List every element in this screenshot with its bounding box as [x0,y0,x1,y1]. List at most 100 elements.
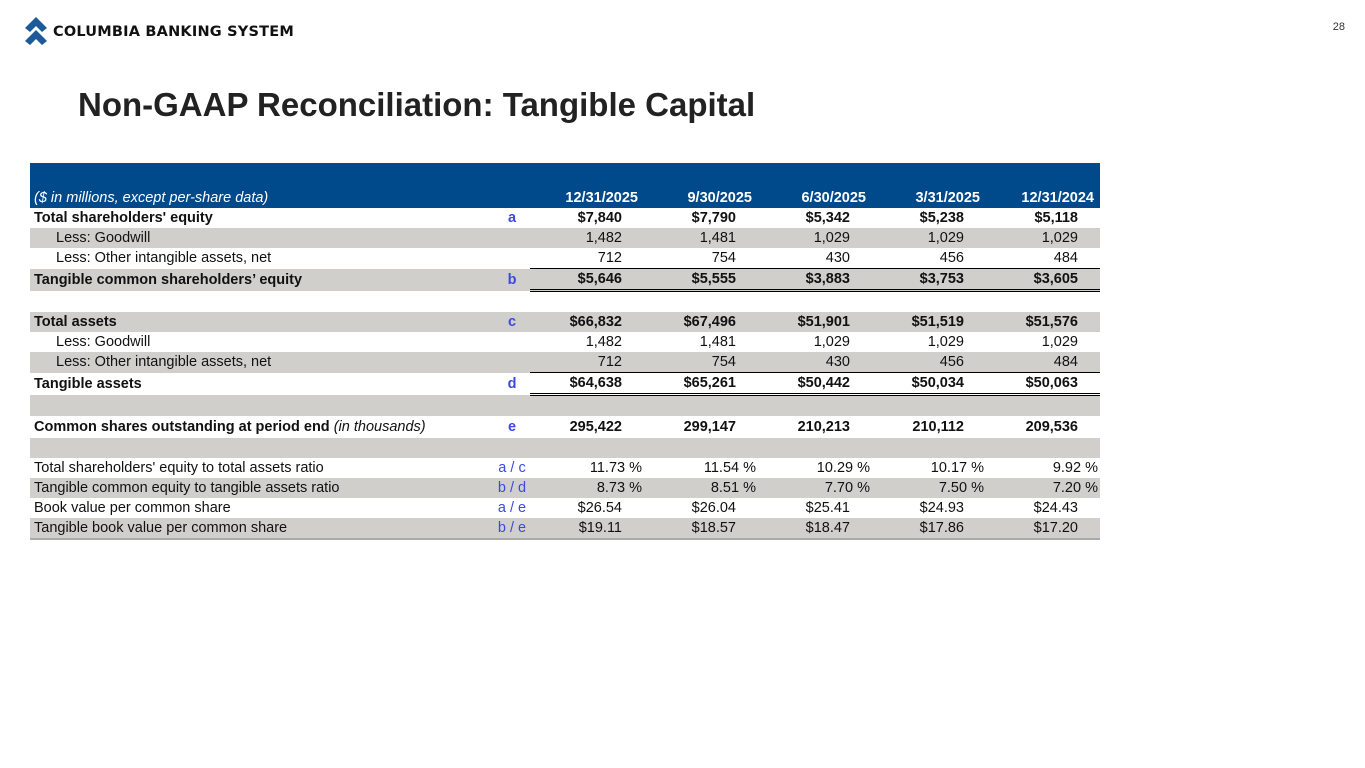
row-label: Tangible book value per common share [30,518,470,540]
spacer-row [30,291,1100,313]
value-cell: 295,422 [569,419,622,435]
value-cell: 7.50 % [872,478,986,498]
row-label: Less: Goodwill [30,332,470,352]
value-cell: $25.41 [805,500,850,516]
row-label: Tangible common shareholders’ equity [30,268,470,291]
column-header: 6/30/2025 [758,163,872,208]
table-row: Total assets c $66,832 $67,496 $51,901 $51,51… [30,312,1100,332]
row-label-text: Total assets [34,314,117,330]
row-key [470,352,530,373]
value-cell: $66,832 [530,312,644,332]
value-cell: $26.54 [577,500,622,516]
value-cell: 754 [644,352,758,373]
value-cell: $18.57 [644,518,758,540]
column-header: 12/31/2024 [986,163,1100,208]
value-cell: $5,646 [530,268,644,292]
value-cell: $3,753 [872,268,986,292]
row-key [470,228,530,248]
row-label: Less: Other intangible assets, net [30,352,470,373]
row-label: Total shareholders' equity [30,208,470,228]
row-key: a / c [498,460,526,476]
page-number: 28 [1332,21,1345,33]
value-cell: 430 [758,352,872,373]
header-row: ($ in millions, except per-share data) 1… [30,163,1100,208]
value-cell: 210,112 [912,419,964,435]
value-cell: $5,342 [805,210,850,226]
row-label: Less: Goodwill [30,228,470,248]
value-cell: $24.93 [919,500,964,516]
value-cell: $51,519 [872,312,986,332]
value-cell: $51,576 [986,312,1100,332]
column-header: 9/30/2025 [644,163,758,208]
value-cell: $7,840 [577,210,622,226]
table-row: Tangible common shareholders’ equity b $5,… [30,268,1100,292]
value-cell: 7.20 % [986,478,1100,498]
value-cell: 484 [1053,250,1078,266]
value-cell: $3,883 [758,268,872,292]
value-cell: 1,482 [585,334,622,350]
row-key: c [470,312,530,332]
value-cell: 456 [939,250,964,266]
value-cell: $50,063 [986,372,1100,396]
table-row: Total shareholders' equity to total asse… [30,458,1100,478]
table-row: Less: Other intangible assets, net 712 754… [30,352,1100,373]
table-row: Less: Goodwill 1,482 1,481 1,029 1,029 1,029 [30,228,1100,248]
row-label-text: Tangible assets [34,375,142,392]
row-key: e [507,419,517,435]
value-cell: $3,605 [986,268,1100,292]
value-cell: 7.70 % [758,478,872,498]
value-cell: $51,901 [758,312,872,332]
value-cell: 712 [530,352,644,373]
value-cell: 210,213 [797,419,850,435]
value-cell: $24.43 [1033,500,1078,516]
row-label: Tangible assets [30,373,470,395]
value-cell: $5,238 [919,210,964,226]
table-row: Tangible book value per common share b / … [30,518,1100,540]
row-label: Total assets [30,312,470,332]
value-cell: 1,029 [1041,334,1078,350]
row-label-text: Tangible book value per common share [34,520,288,536]
row-label-note: (in thousands) [333,419,426,435]
value-cell: 11.73 % [589,460,642,476]
row-label: Less: Other intangible assets, net [30,248,470,269]
row-key: a [507,210,517,226]
value-cell: 1,481 [644,228,758,248]
row-label-text: Less: Goodwill [56,230,151,246]
value-cell: $17.86 [872,518,986,540]
value-cell: $7,790 [691,210,736,226]
row-key: b / d [470,478,530,498]
value-cell: $5,555 [644,268,758,292]
value-cell: 10.29 % [816,460,870,476]
value-cell: 299,147 [683,419,736,435]
value-cell: 1,029 [872,228,986,248]
chevron-logo-icon [25,17,47,45]
table-row: Book value per common share a / e $26.54 $2… [30,498,1100,518]
row-label-text: Book value per common share [34,500,231,516]
row-label-text: Less: Other intangible assets, net [56,354,272,371]
row-key: d [507,375,517,392]
row-label-text: Total shareholders' equity to total asse… [34,460,324,476]
value-cell: $18.47 [758,518,872,540]
row-label: Common shares outstanding at period end … [30,416,470,438]
value-cell: 1,482 [530,228,644,248]
table-row: Less: Goodwill 1,482 1,481 1,029 1,029 1,029 [30,332,1100,352]
reconciliation-table: ($ in millions, except per-share data) 1… [30,163,1100,540]
value-cell: $26.04 [691,500,736,516]
table-caption: ($ in millions, except per-share data) [30,163,470,208]
spacer-row [30,438,1100,458]
spacer-row [30,394,1100,416]
value-cell: 754 [711,250,736,266]
value-cell: 9.92 % [1052,460,1098,476]
table-row: Tangible assets d $64,638 $65,261 $50,442 $50… [30,372,1100,396]
value-cell: 456 [872,352,986,373]
value-cell: 712 [597,250,622,266]
value-cell: 8.73 % [530,478,644,498]
row-key [470,248,530,269]
value-cell: 11.54 % [703,460,756,476]
table-row: Common shares outstanding at period end … [30,416,1100,438]
value-cell: $64,638 [530,372,644,396]
row-label-text: Common shares outstanding at period end [34,419,330,435]
row-label-text: Tangible common equity to tangible asset… [34,480,340,496]
row-label-text: Less: Goodwill [56,334,151,350]
value-cell: $67,496 [644,312,758,332]
